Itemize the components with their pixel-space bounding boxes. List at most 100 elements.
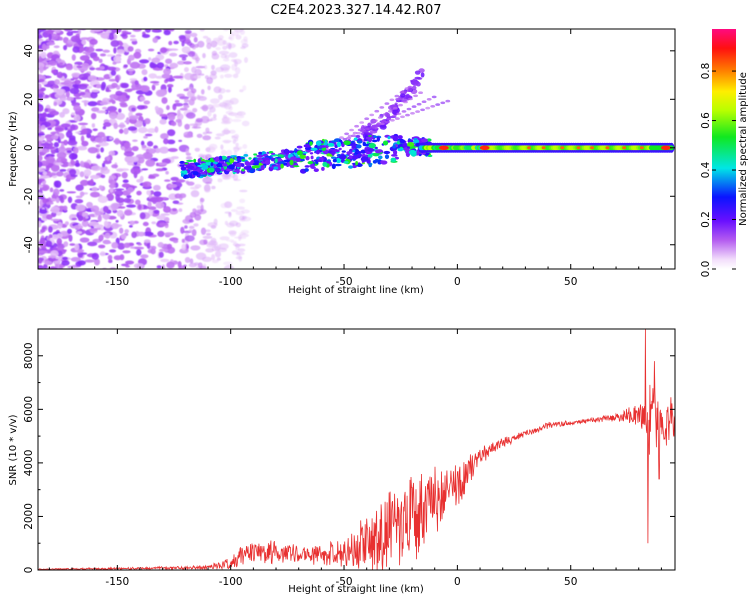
noise-blob (61, 260, 70, 266)
branch-streak (411, 105, 417, 108)
branch-streak (413, 94, 418, 98)
noise-blob (60, 141, 65, 144)
noise-blob (193, 75, 201, 79)
trace-blob (245, 166, 251, 171)
noise-blob (157, 242, 164, 248)
noise-blob (115, 75, 120, 83)
trace-blob (368, 162, 373, 168)
noise-blob (80, 76, 88, 80)
noise-blob (113, 55, 122, 63)
noise-blob (51, 69, 57, 74)
noise-blob (38, 184, 44, 188)
noise-blob (202, 235, 213, 239)
snr-x-label: Height of straight line (km) (288, 584, 424, 595)
branch-streak (364, 127, 370, 131)
noise-blob (206, 119, 213, 122)
noise-blob (203, 65, 208, 70)
trace-blob (357, 140, 363, 144)
noise-blob (219, 236, 230, 241)
noise-blob (185, 156, 193, 160)
noise-blob (108, 259, 113, 264)
noise-blob (150, 63, 157, 69)
noise-blob (38, 196, 43, 200)
trace-blob (295, 157, 301, 162)
branch-streak (425, 106, 431, 110)
noise-blob (139, 212, 146, 220)
snr-series-line (38, 329, 675, 570)
noise-blob (181, 41, 185, 47)
noise-blob (53, 142, 60, 148)
snr-y-label: SNR (10 * v/v) (8, 414, 19, 485)
trace-blob (336, 141, 342, 148)
noise-blob (45, 153, 55, 158)
noise-blob (153, 196, 164, 203)
noise-blob (64, 126, 68, 131)
noise-blob (229, 97, 239, 105)
noise-blob (50, 266, 56, 269)
noise-blob (70, 35, 81, 43)
noise-blob (67, 265, 76, 269)
noise-blob (175, 119, 182, 123)
noise-blob (143, 231, 154, 237)
noise-blob (80, 135, 85, 143)
noise-blob (139, 59, 150, 64)
noise-blob (169, 62, 179, 69)
noise-blob (234, 115, 245, 119)
noise-blob (136, 156, 145, 164)
noise-blob (76, 65, 83, 69)
noise-blob (71, 72, 81, 78)
y-tick-label: 0 (23, 567, 35, 574)
noise-blob (38, 247, 41, 251)
noise-blob (124, 88, 133, 93)
branch-blob (411, 85, 417, 90)
noise-blob (38, 250, 48, 254)
noise-blob (70, 30, 79, 34)
branch-streak (395, 117, 400, 120)
noise-blob (147, 141, 154, 147)
trace-blob (260, 164, 265, 171)
noise-blob (108, 150, 116, 156)
noise-blob (141, 69, 148, 76)
noise-blob (160, 213, 170, 216)
noise-blob (206, 131, 213, 134)
spectrogram-panel: -150 -100 -50 0 50 -40 -20 0 20 40 Height of str… (8, 28, 676, 296)
noise-blob (62, 108, 70, 115)
noise-blob (153, 191, 162, 197)
trace-blob (355, 161, 358, 166)
trace-blob (348, 155, 353, 159)
noise-blob (141, 168, 149, 171)
noise-blob (62, 205, 68, 211)
trace-blob (390, 157, 397, 162)
noise-blob (115, 90, 123, 96)
branch-streak (372, 119, 378, 122)
noise-blob (106, 54, 115, 57)
noise-blob (100, 166, 108, 171)
noise-blob (148, 148, 157, 154)
noise-blob (155, 202, 165, 209)
noise-blob (109, 187, 114, 193)
noise-blob (168, 29, 175, 32)
noise-blob (189, 43, 195, 48)
trace-blob (368, 142, 376, 149)
trace-blob (220, 167, 225, 172)
noise-blob (240, 229, 250, 235)
trace-blob (332, 158, 337, 163)
noise-blob (150, 248, 156, 255)
trace-blob (257, 158, 262, 161)
noise-blob (196, 94, 201, 101)
noise-blob (38, 265, 45, 269)
trace-blob (276, 154, 285, 157)
noise-blob (242, 85, 247, 91)
noise-blob (55, 127, 64, 131)
noise-blob (163, 68, 172, 75)
noise-blob (236, 206, 245, 210)
noise-blob (224, 73, 233, 78)
noise-blob (218, 94, 223, 100)
noise-blob (54, 180, 62, 188)
trace-blob (313, 168, 319, 173)
trace-blob (215, 163, 224, 168)
noise-blob (115, 219, 119, 223)
noise-blob (239, 29, 245, 35)
noise-blob (38, 161, 43, 168)
noise-blob (228, 212, 232, 217)
